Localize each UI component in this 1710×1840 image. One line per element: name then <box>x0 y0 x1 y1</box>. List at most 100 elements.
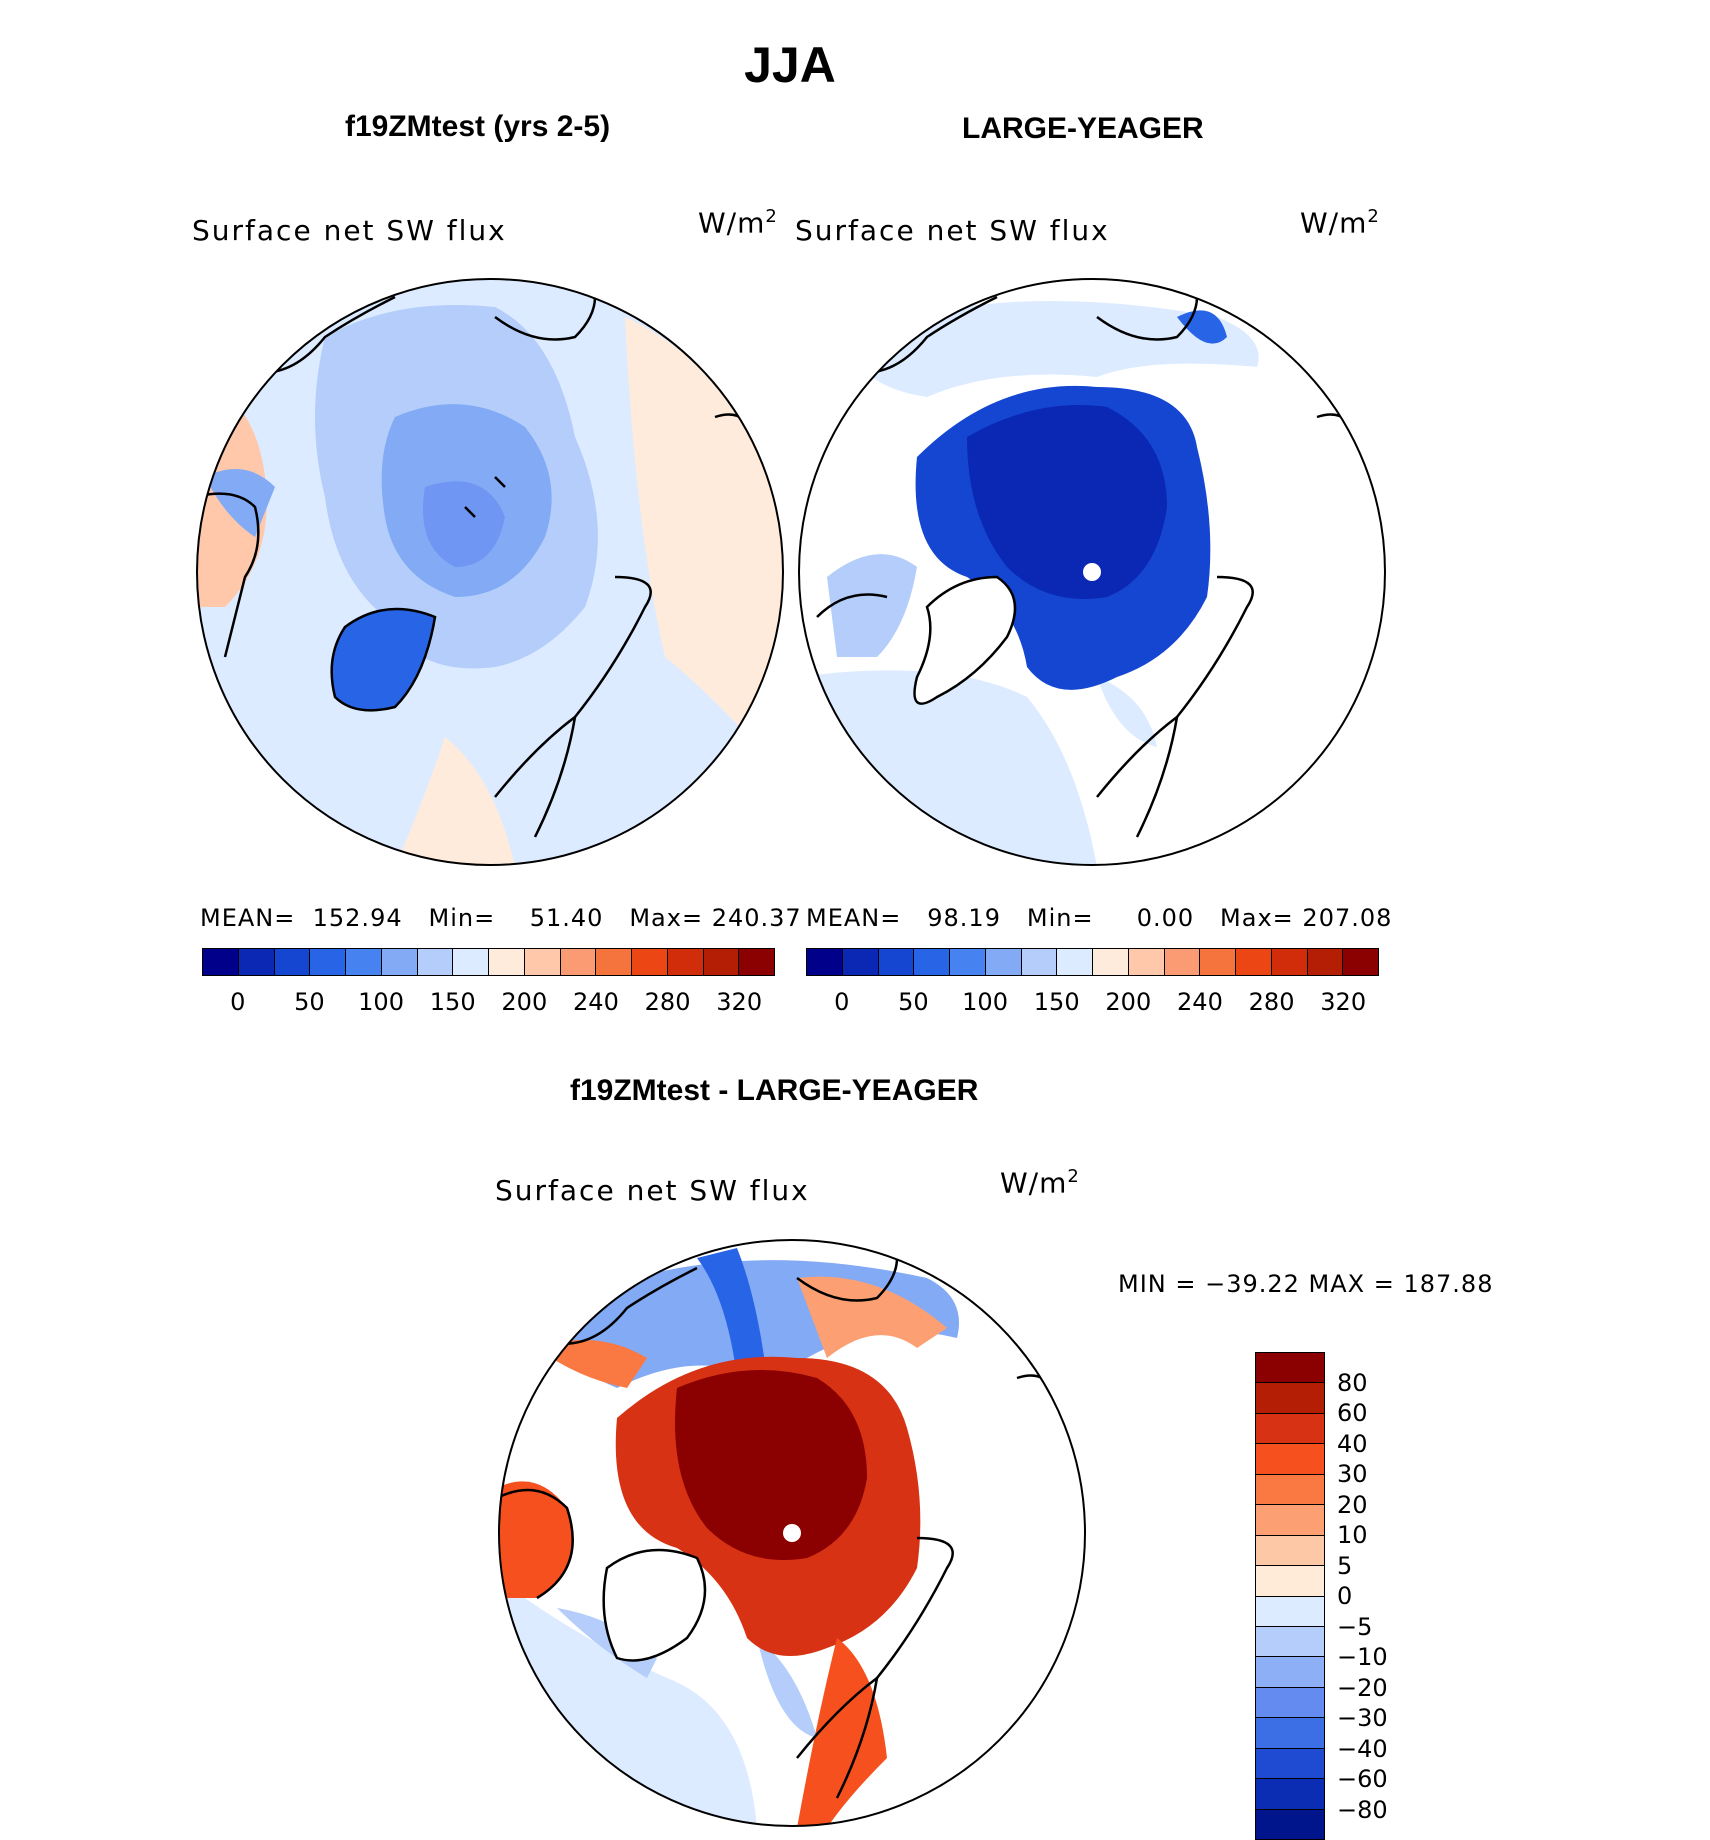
diff-colorbar-tick-label: 60 <box>1337 1399 1368 1427</box>
panel1-colorbar-tick-label: 240 <box>573 988 619 1016</box>
diff-stats: MIN = −39.22 MAX = 187.88 <box>1118 1270 1494 1298</box>
panel2-colorbar-swatch <box>1307 949 1344 975</box>
diff-colorbar-swatch <box>1256 1413 1324 1445</box>
diff-colorbar-tick-label: 20 <box>1337 1490 1368 1519</box>
panel2-colorbar-swatch <box>1164 949 1201 975</box>
panel1-colorbar-tick-label: 100 <box>358 988 404 1016</box>
diff-colorbar-tick-label: −30 <box>1337 1704 1388 1732</box>
panel2-colorbar-swatch <box>1271 949 1308 975</box>
panel2-colorbar-tick-label: 50 <box>898 988 929 1016</box>
panel1-colorbar-swatch <box>203 949 239 975</box>
panel2-colorbar-tick-label: 320 <box>1320 988 1367 1016</box>
diff-colorbar-tick-label: −60 <box>1337 1765 1388 1793</box>
panel2-polar-map <box>798 278 1386 866</box>
panel1-colorbar <box>202 948 775 976</box>
panel2-colorbar <box>806 948 1379 976</box>
diff-colorbar-swatch <box>1256 1505 1324 1536</box>
diff-colorbar-tick-label: 30 <box>1337 1460 1368 1488</box>
diff-colorbar-swatch <box>1256 1383 1324 1414</box>
diff-colorbar-tick-label: −20 <box>1337 1673 1388 1702</box>
diff-colorbar-tick-label: 40 <box>1337 1429 1368 1458</box>
panel1-colorbar-swatch <box>238 949 275 975</box>
diff-colorbar-swatch <box>1256 1444 1324 1475</box>
panel1-stats: MEAN= 152.94 Min= 51.40 Max= 240.37 <box>200 904 802 932</box>
panel1-colorbar-swatch <box>381 949 418 975</box>
panel1-colorbar-swatch <box>417 949 454 975</box>
diff-colorbar-swatch <box>1256 1779 1324 1810</box>
panel2-colorbar-tick-label: 100 <box>962 988 1008 1016</box>
panel1-colorbar-tick-label: 280 <box>644 988 691 1016</box>
panel2-colorbar-tick-label: 200 <box>1105 988 1152 1016</box>
panel2-colorbar-swatch <box>842 949 879 975</box>
diff-colorbar-swatch <box>1256 1657 1324 1688</box>
panel2-colorbar-ticks: 0 50 100 150 200 240 280 320 <box>806 988 1379 1018</box>
diff-colorbar-tick-label: 80 <box>1337 1368 1368 1397</box>
diff-colorbar-swatch <box>1256 1626 1324 1658</box>
panel2-colorbar-tick-label: 150 <box>1033 988 1080 1016</box>
panel1-colorbar-ticks: 0 50 100 150 200 240 280 320 <box>202 988 775 1018</box>
diff-colorbar-tick-label: −40 <box>1337 1734 1388 1763</box>
panel1-colorbar-tick-label: 150 <box>429 988 476 1016</box>
diff-colorbar-tick-label: 5 <box>1337 1551 1353 1580</box>
diff-colorbar-swatch <box>1256 1718 1324 1749</box>
panel2-colorbar-tick-label: 240 <box>1177 988 1223 1016</box>
panel1-colorbar-swatch <box>310 949 346 975</box>
panel2-colorbar-tick-label: 0 <box>834 988 850 1016</box>
diff-colorbar-swatch <box>1256 1596 1324 1627</box>
panel2-colorbar-swatch <box>1236 949 1272 975</box>
panel1-colorbar-swatch <box>274 949 311 975</box>
panel2-colorbar-tick-label: 280 <box>1248 988 1295 1016</box>
panel1-colorbar-tick-label: 50 <box>294 988 325 1016</box>
panel1-subtitle: f19ZMtest (yrs 2-5) <box>345 110 611 143</box>
diff-colorbar-swatch <box>1256 1687 1324 1719</box>
diff-colorbar <box>1255 1352 1325 1840</box>
panel2-stats: MEAN= 98.19 Min= 0.00 Max= 207.08 <box>806 904 1393 932</box>
panel2-colorbar-swatch <box>878 949 915 975</box>
diff-colorbar-tick-label: −5 <box>1337 1612 1373 1641</box>
panel1-field-label: Surface net SW flux <box>192 214 507 247</box>
panel1-colorbar-swatch <box>489 949 525 975</box>
diff-colorbar-ticks: 80 60 40 30 20 10 5 0 −5 −10 −20 −30 −40 −60 −80 <box>1337 1352 1417 1840</box>
panel2-units: W/m2 <box>1300 206 1380 240</box>
panel1-colorbar-swatch <box>453 949 489 975</box>
diff-colorbar-tick-label: 0 <box>1337 1582 1353 1610</box>
diff-colorbar-swatch <box>1256 1353 1324 1384</box>
panel2-colorbar-swatch <box>1057 949 1093 975</box>
panel1-colorbar-swatch <box>560 949 597 975</box>
diff-polar-map <box>498 1239 1086 1827</box>
panel2-colorbar-swatch <box>1200 949 1236 975</box>
diff-colorbar-tick-label: −10 <box>1337 1643 1388 1671</box>
panel2-colorbar-swatch <box>914 949 950 975</box>
panel1-colorbar-tick-label: 320 <box>716 988 763 1016</box>
diff-colorbar-tick-label: −80 <box>1337 1795 1388 1824</box>
panel1-colorbar-tick-label: 200 <box>501 988 548 1016</box>
main-title: JJA <box>744 37 836 93</box>
panel1-colorbar-swatch <box>346 949 382 975</box>
panel2-colorbar-swatch <box>1343 949 1378 975</box>
panel1-colorbar-swatch <box>524 949 561 975</box>
diff-subtitle: f19ZMtest - LARGE-YEAGER <box>570 1074 979 1107</box>
diff-colorbar-swatch <box>1256 1535 1324 1567</box>
diff-colorbar-swatch <box>1256 1474 1324 1506</box>
panel2-colorbar-swatch <box>985 949 1022 975</box>
diff-colorbar-tick-label: 10 <box>1337 1521 1368 1549</box>
diff-colorbar-swatch <box>1256 1809 1324 1839</box>
panel1-colorbar-tick-label: 0 <box>230 988 246 1016</box>
panel1-colorbar-swatch <box>632 949 668 975</box>
panel2-subtitle: LARGE-YEAGER <box>962 112 1204 145</box>
panel2-field-label: Surface net SW flux <box>795 214 1110 247</box>
panel2-colorbar-swatch <box>1128 949 1165 975</box>
panel1-colorbar-swatch <box>703 949 740 975</box>
panel2-colorbar-swatch <box>1021 949 1058 975</box>
panel1-colorbar-swatch <box>596 949 632 975</box>
panel2-colorbar-swatch <box>950 949 986 975</box>
panel1-colorbar-swatch <box>739 949 774 975</box>
diff-colorbar-swatch <box>1256 1748 1324 1780</box>
diff-colorbar-swatch <box>1256 1566 1324 1597</box>
panel1-polar-map <box>196 278 784 866</box>
panel2-colorbar-swatch <box>1093 949 1129 975</box>
panel1-units: W/m2 <box>698 206 778 240</box>
panel1-colorbar-swatch <box>667 949 704 975</box>
diff-units: W/m2 <box>1000 1166 1080 1200</box>
diff-field-label: Surface net SW flux <box>495 1174 810 1207</box>
